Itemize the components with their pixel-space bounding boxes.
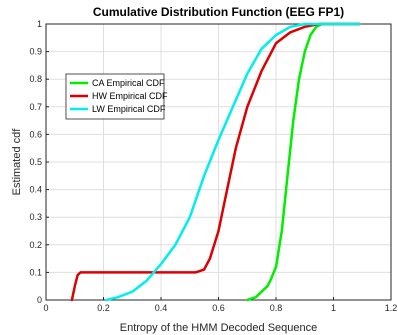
y-tick-label: 0.5 [29,157,42,167]
legend-entry: LW Empirical CDF [92,104,166,114]
series-line-1 [70,22,361,302]
y-tick-label: 0 [37,295,42,305]
axis-ticks: 0 0.2 0.4 0.6 0.8 1 1.2 0 0.1 0.2 0.3 0.4 0.5 0.6 0.7 0… [29,19,397,313]
x-tick-label: 0 [43,303,48,313]
x-tick-label: 0.8 [270,303,283,313]
series-lines [70,22,361,302]
y-tick-label: 0.6 [29,129,42,139]
series-line-2 [105,22,361,302]
y-tick-label: 0.3 [29,212,42,222]
chart-title: Cumulative Distribution Function (EEG FP… [93,5,344,19]
y-tick-label: 0.7 [29,102,42,112]
x-tick-label: 0.6 [212,303,225,313]
legend-entry: HW Empirical CDF [92,91,168,101]
legend-entry: CA Empirical CDF [92,78,165,88]
legend: CA Empirical CDF HW Empirical CDF LW Empir… [65,73,168,120]
y-tick-label: 0.4 [29,185,42,195]
x-tick-label: 1.2 [385,303,398,313]
y-axis-label: Estimated cdf [11,128,23,196]
y-tick-label: 0.2 [29,240,42,250]
x-tick-label: 1 [331,303,336,313]
y-tick-label: 0.8 [29,74,42,84]
y-tick-label: 0.1 [29,267,42,277]
y-tick-label: 1 [37,19,42,29]
y-tick-label: 0.9 [29,47,42,57]
x-tick-label: 0.2 [97,303,110,313]
series-line-0 [246,22,361,302]
x-tick-label: 0.4 [155,303,168,313]
x-axis-label: Entropy of the HMM Decoded Sequence [120,322,318,334]
